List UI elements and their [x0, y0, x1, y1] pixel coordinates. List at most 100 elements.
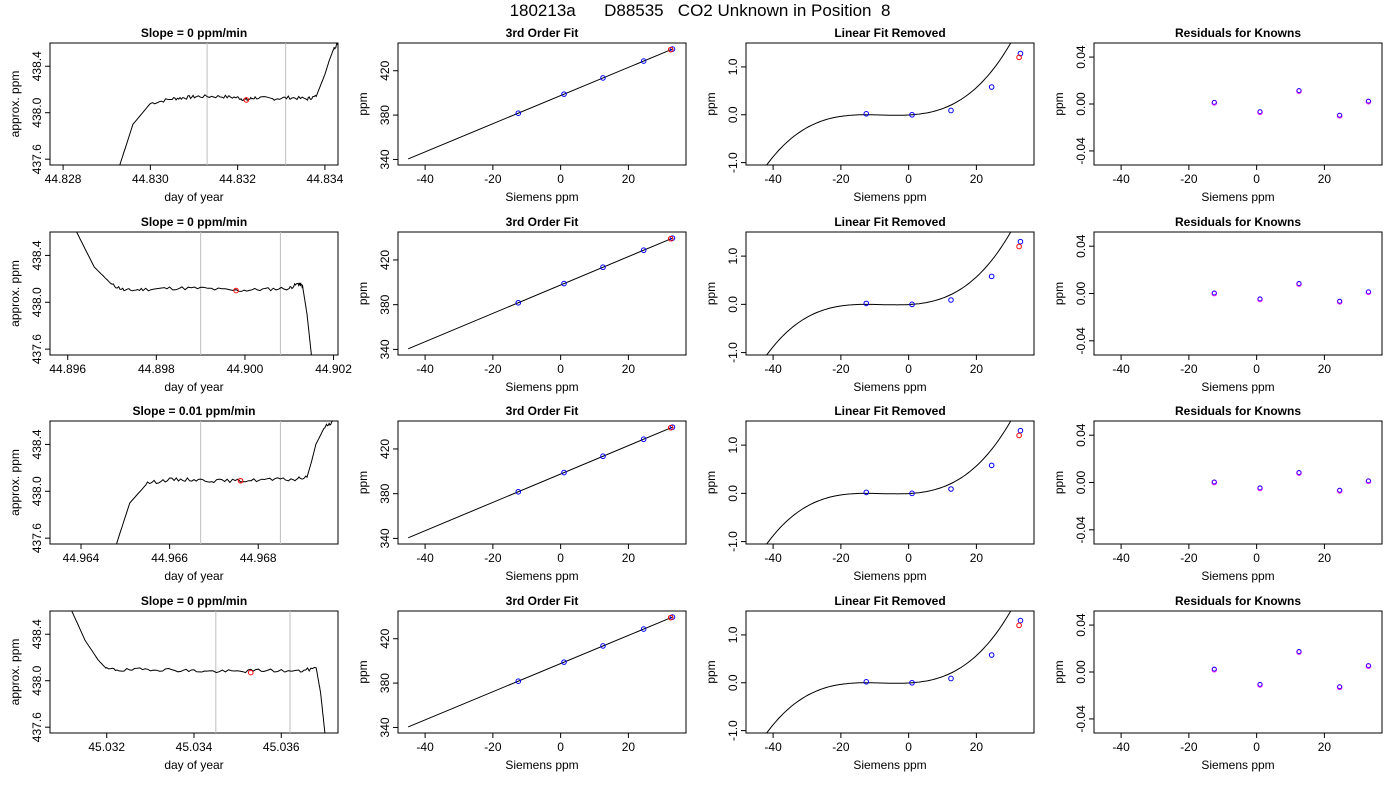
plot-frame — [397, 42, 687, 166]
y-tick-label: 0.0 — [726, 296, 740, 313]
y-axis-label: ppm — [704, 282, 718, 305]
y-tick-label: 380 — [378, 294, 392, 314]
x-tick-label: -20 — [484, 551, 502, 565]
y-tick-label: 0.04 — [1074, 234, 1088, 258]
known-point — [909, 301, 915, 308]
y-tick-label: 340 — [378, 149, 392, 169]
y-tick-label: 380 — [378, 673, 392, 693]
known-point — [640, 58, 647, 64]
y-tick-label: 438.0 — [30, 97, 44, 127]
panel-fit-r2: 3rd Order Fit -40 -20 0 20 340 380 420 Siemens p… — [356, 215, 687, 394]
x-tick-label: 44.834 — [307, 172, 344, 186]
x-tick-label: 0 — [557, 740, 564, 754]
sample-marker — [233, 287, 239, 294]
x-tick-label: -20 — [1180, 740, 1198, 754]
y-axis-label: ppm — [356, 282, 370, 305]
y-axis-label: ppm — [1052, 660, 1066, 683]
panel-title: Linear Fit Removed — [834, 215, 945, 229]
known-point — [561, 659, 567, 665]
y-tick-label: 0.0 — [726, 485, 740, 502]
plot-frame — [397, 420, 687, 545]
known-point — [640, 436, 647, 443]
x-tick-label: -40 — [1112, 551, 1130, 565]
x-tick-label: 44.830 — [132, 172, 169, 186]
y-tick-label: 0.0 — [726, 106, 740, 123]
y-tick-label: -1.0 — [726, 152, 740, 173]
known-point — [948, 675, 954, 682]
x-axis-label: Siemens ppm — [1201, 380, 1274, 394]
known-point — [863, 300, 870, 307]
residual-point-overlay — [1257, 109, 1263, 115]
plot-frame — [1093, 610, 1383, 734]
sample-marker — [247, 669, 254, 676]
panel-linear_removed-r1: Linear Fit Removed -40 -20 0 20 -1.0 0.0 1.0 Sie… — [704, 26, 1035, 204]
known-point — [640, 247, 647, 254]
known-point — [515, 488, 522, 495]
x-tick-label: -20 — [832, 172, 850, 186]
x-tick-label: 20 — [970, 362, 984, 376]
cubic-curve — [766, 43, 1012, 165]
y-tick-label: 438.0 — [30, 476, 44, 506]
y-tick-label: -1.0 — [726, 720, 740, 741]
y-tick-label: 1.0 — [726, 436, 740, 453]
y-tick-label: 380 — [378, 105, 392, 125]
x-tick-label: 0 — [905, 551, 912, 565]
panel-title: Slope = 0.01 ppm/min — [132, 404, 255, 418]
known-point — [1017, 617, 1024, 624]
panel-residuals-r2: Residuals for Knowns -40 -20 0 20 -0.04 0.00 0.… — [1052, 215, 1383, 394]
known-point — [988, 84, 995, 90]
plot-frame — [49, 231, 339, 356]
x-tick-label: 45.032 — [88, 740, 125, 754]
residual-point-overlay — [1296, 88, 1302, 93]
x-tick-label: 44.968 — [240, 551, 277, 565]
residual-point-overlay — [1257, 296, 1263, 302]
x-axis-label: Siemens ppm — [505, 190, 578, 204]
x-tick-label: 20 — [1318, 172, 1332, 186]
plot-frame — [49, 420, 339, 545]
plot-frame — [397, 231, 687, 356]
x-tick-label: 44.902 — [315, 362, 352, 376]
x-tick-label: 20 — [622, 740, 636, 754]
residual-point-overlay — [1296, 649, 1302, 654]
trace-line — [119, 43, 338, 165]
residual-point-overlay — [1211, 666, 1217, 672]
panel-title: Linear Fit Removed — [834, 26, 945, 40]
known-point — [561, 469, 567, 476]
panel-title: Residuals for Knowns — [1175, 594, 1301, 608]
panel-title: Linear Fit Removed — [834, 594, 945, 608]
panel-title: Slope = 0 ppm/min — [141, 594, 247, 608]
x-tick-label: 44.900 — [227, 362, 264, 376]
x-tick-label: -40 — [764, 362, 782, 376]
residual-point-overlay — [1257, 485, 1263, 491]
y-tick-label: 1.0 — [726, 626, 740, 643]
y-axis-label: ppm — [356, 92, 370, 115]
panel-title: Residuals for Knowns — [1175, 215, 1301, 229]
x-tick-label: -40 — [764, 551, 782, 565]
x-tick-label: 20 — [970, 551, 984, 565]
plot-frame — [745, 231, 1035, 356]
panel-trace-r1: Slope = 0 ppm/min 44.828 44.830 44.832 44.83… — [8, 26, 344, 204]
x-tick-label: -20 — [1180, 172, 1198, 186]
y-tick-label: -0.04 — [1074, 705, 1088, 733]
known-point — [863, 679, 870, 685]
fit-line — [407, 237, 673, 350]
y-tick-label: 340 — [378, 717, 392, 737]
x-tick-label: -20 — [1180, 362, 1198, 376]
y-axis-label: approx. ppm — [8, 71, 22, 138]
y-axis-label: approx. ppm — [8, 260, 22, 327]
residual-point-overlay — [1296, 281, 1302, 286]
x-axis-label: day of year — [164, 569, 223, 583]
y-axis-label: ppm — [1052, 471, 1066, 494]
x-tick-label: 20 — [1318, 362, 1332, 376]
panel-title: Residuals for Knowns — [1175, 404, 1301, 418]
y-tick-label: 438.0 — [30, 665, 44, 695]
plot-frame — [1093, 420, 1383, 545]
x-tick-label: 0 — [905, 362, 912, 376]
x-axis-label: day of year — [164, 190, 223, 204]
plot-frame — [745, 610, 1035, 734]
x-tick-label: -40 — [416, 172, 434, 186]
y-tick-label: 0.00 — [1074, 92, 1088, 116]
x-tick-label: -40 — [1112, 172, 1130, 186]
known-point — [909, 490, 915, 497]
y-axis-label: ppm — [1052, 282, 1066, 305]
